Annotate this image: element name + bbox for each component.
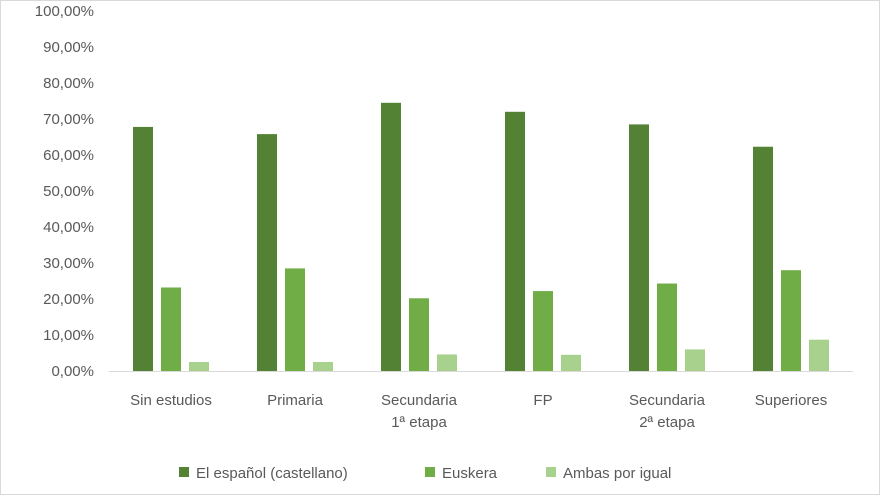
y-tick-label: 50,00% xyxy=(43,183,94,200)
bar xyxy=(257,134,277,371)
y-tick-label: 20,00% xyxy=(43,291,94,308)
legend-label: Ambas por igual xyxy=(563,465,671,482)
bar xyxy=(561,354,581,371)
bar xyxy=(409,298,429,371)
bar xyxy=(285,268,305,371)
legend-label: Euskera xyxy=(442,465,498,482)
x-axis: Sin estudios Primaria Secundaria 1ª etapa FP… xyxy=(130,392,827,431)
x-tick-label: FP xyxy=(533,392,552,409)
legend-swatch xyxy=(425,467,435,477)
y-tick-label: 60,00% xyxy=(43,147,94,164)
bar xyxy=(505,111,525,372)
legend-swatch xyxy=(179,467,189,477)
bar xyxy=(437,354,457,371)
bar xyxy=(161,287,181,371)
bar xyxy=(629,124,649,372)
legend: El español (castellano) Euskera Ambas por … xyxy=(179,465,671,482)
legend-swatch xyxy=(546,467,556,477)
x-tick-label: Superiores xyxy=(755,392,828,409)
bars xyxy=(133,102,829,372)
bar xyxy=(685,349,705,371)
y-tick-label: 90,00% xyxy=(43,39,94,56)
bar xyxy=(133,126,153,371)
bar xyxy=(809,339,829,371)
y-tick-label: 80,00% xyxy=(43,75,94,92)
y-tick-label: 30,00% xyxy=(43,255,94,272)
legend-label: El español (castellano) xyxy=(196,465,348,482)
y-tick-label: 70,00% xyxy=(43,111,94,128)
y-tick-label: 0,00% xyxy=(51,363,94,380)
bar xyxy=(657,283,677,371)
bar xyxy=(381,102,401,372)
y-axis: 0,00% 10,00% 20,00% 30,00% 40,00% 50,00% 60,00… xyxy=(35,3,94,380)
x-tick-label: Secundaria 1ª etapa xyxy=(381,392,458,431)
bar xyxy=(313,362,333,371)
bar xyxy=(753,146,773,371)
bar xyxy=(189,362,209,371)
x-tick-label: Sin estudios xyxy=(130,392,212,409)
y-tick-label: 40,00% xyxy=(43,219,94,236)
x-tick-label: Primaria xyxy=(267,392,323,409)
bar xyxy=(781,270,801,371)
y-tick-label: 10,00% xyxy=(43,327,94,344)
y-tick-label: 100,00% xyxy=(35,3,94,20)
x-tick-label: Secundaria 2ª etapa xyxy=(629,392,706,431)
bar xyxy=(533,291,553,371)
